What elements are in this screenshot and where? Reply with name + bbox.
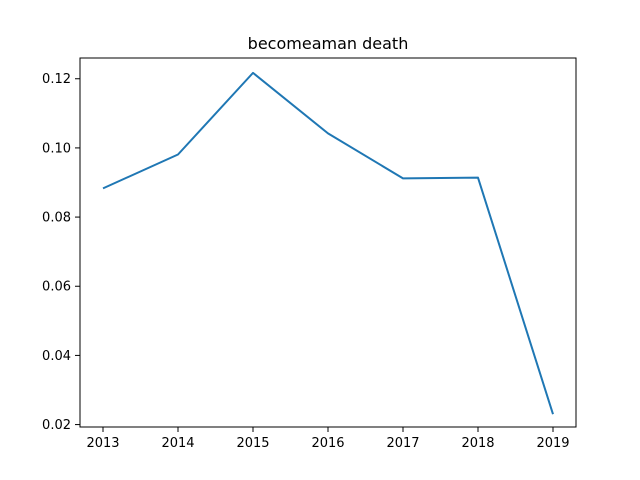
y-tick-label-0.12: 0.12 xyxy=(42,72,71,87)
y-axis: 0.02 0.04 0.06 0.08 0.10 0.12 xyxy=(42,72,80,433)
x-tick-label-2017: 2017 xyxy=(386,436,419,451)
y-tick-label-0.08: 0.08 xyxy=(42,211,71,226)
axes-frame xyxy=(79,57,577,428)
x-tick-label-2014: 2014 xyxy=(161,436,194,451)
y-tick-label-0.06: 0.06 xyxy=(42,280,71,295)
y-tick-label-0.04: 0.04 xyxy=(42,349,71,364)
y-tick-label-0.02: 0.02 xyxy=(42,418,71,433)
x-tick-label-2015: 2015 xyxy=(236,436,269,451)
y-tick-label-0.10: 0.10 xyxy=(42,141,71,156)
x-tick-label-2016: 2016 xyxy=(311,436,344,451)
chart-title: becomeaman death xyxy=(248,34,409,53)
series-line-0 xyxy=(102,71,554,415)
plot-area xyxy=(102,71,554,415)
x-tick-label-2013: 2013 xyxy=(86,436,119,451)
x-axis: 2013 2014 2015 2016 2017 2018 2019 xyxy=(86,427,570,451)
x-tick-label-2018: 2018 xyxy=(461,436,494,451)
x-tick-label-2019: 2019 xyxy=(536,436,569,451)
